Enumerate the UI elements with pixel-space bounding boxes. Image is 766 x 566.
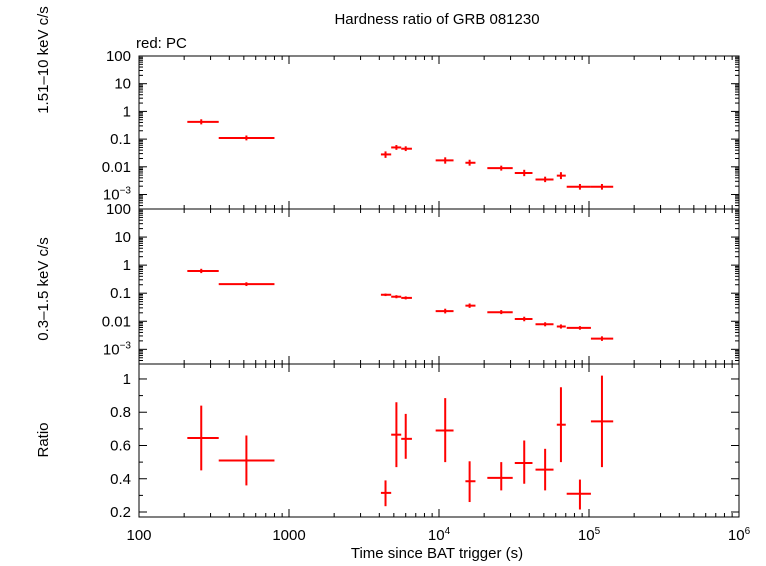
data-point xyxy=(391,295,402,299)
data-point xyxy=(535,176,554,183)
x-tick-labels: 100 1000 104 105 106 xyxy=(126,526,750,544)
data-point xyxy=(535,448,554,491)
data-point xyxy=(380,293,392,297)
data-point xyxy=(556,324,566,329)
y-tick-label: 0.4 xyxy=(110,471,131,488)
panel-frame xyxy=(138,55,740,210)
panel-frame xyxy=(138,363,740,518)
y-axis-label: 1.51–10 keV c/s xyxy=(35,6,52,114)
data-point xyxy=(218,135,275,141)
x-tick-label: 1000 xyxy=(272,527,305,544)
data-point xyxy=(401,296,412,300)
y-tick-label: 10−3 xyxy=(103,186,132,204)
y-axis-label: 0.3–1.5 keV c/s xyxy=(35,237,52,340)
data-point xyxy=(391,145,402,150)
data-point xyxy=(218,282,275,287)
y-tick-label: 0.01 xyxy=(102,159,131,176)
y-tick-label: 10 xyxy=(114,76,131,93)
x-tick-label: 105 xyxy=(578,526,601,544)
x-tick-label: 106 xyxy=(728,526,751,544)
y-tick-label: 0.8 xyxy=(110,404,131,421)
data-point xyxy=(401,413,412,459)
y-tick-label: 10−3 xyxy=(103,340,132,358)
data-point xyxy=(487,165,513,171)
data-point xyxy=(380,480,392,507)
chart-title: Hardness ratio of GRB 081230 xyxy=(334,11,539,28)
data-point xyxy=(187,268,219,274)
x-tick-label: 104 xyxy=(428,526,451,544)
y-tick-label: 0.1 xyxy=(110,131,131,148)
data-point xyxy=(590,375,614,468)
y-tick-label: 0.1 xyxy=(110,285,131,302)
y-tick-label: 10 xyxy=(114,229,131,246)
data-point xyxy=(391,402,402,468)
data-point xyxy=(380,151,392,158)
data-point xyxy=(535,322,554,327)
data-point xyxy=(487,310,513,315)
data-point xyxy=(187,119,219,125)
legend-label: red: PC xyxy=(136,35,187,52)
data-point xyxy=(465,159,476,166)
data-point xyxy=(566,183,591,190)
data-point xyxy=(435,308,454,314)
data-point xyxy=(465,303,476,308)
data-point xyxy=(590,183,614,190)
data-point xyxy=(556,387,566,463)
x-axis-label: Time since BAT trigger (s) xyxy=(351,545,523,562)
y-tick-label: 100 xyxy=(106,48,131,65)
x-tick-label: 100 xyxy=(126,527,151,544)
data-point xyxy=(566,326,591,330)
y-axis-label: Ratio xyxy=(35,422,52,457)
data-point xyxy=(556,172,566,180)
y-tick-label: 1 xyxy=(123,371,131,388)
y-tick-label: 1 xyxy=(123,103,131,120)
data-point xyxy=(435,157,454,164)
y-tick-label: 100 xyxy=(106,201,131,218)
data-point xyxy=(465,461,476,503)
data-point xyxy=(590,336,614,341)
data-point xyxy=(514,316,533,322)
y-tick-label: 0.6 xyxy=(110,437,131,454)
data-point xyxy=(514,169,533,177)
panel-3: 1 0.8 0.6 0.4 0.2 Ratio xyxy=(35,363,740,521)
data-point xyxy=(187,405,219,471)
data-point xyxy=(401,146,412,152)
panels: 100 10 1 0.1 0.01 10−3 1.51–10 keV c/s 100 10 1 0.… xyxy=(35,6,751,544)
data-point xyxy=(566,479,591,510)
y-tick-label: 1 xyxy=(123,257,131,274)
y-tick-label: 0.2 xyxy=(110,504,131,521)
panel-frame xyxy=(138,208,740,365)
data-point xyxy=(514,440,533,484)
data-point xyxy=(435,398,454,463)
y-tick-label: 0.01 xyxy=(102,313,131,330)
panel-1: 100 10 1 0.1 0.01 10−3 1.51–10 keV c/s xyxy=(35,6,740,210)
data-point xyxy=(218,435,275,486)
data-point xyxy=(487,462,513,491)
panel-2: 100 10 1 0.1 0.01 10−3 0.3–1.5 keV c/s xyxy=(35,201,740,365)
